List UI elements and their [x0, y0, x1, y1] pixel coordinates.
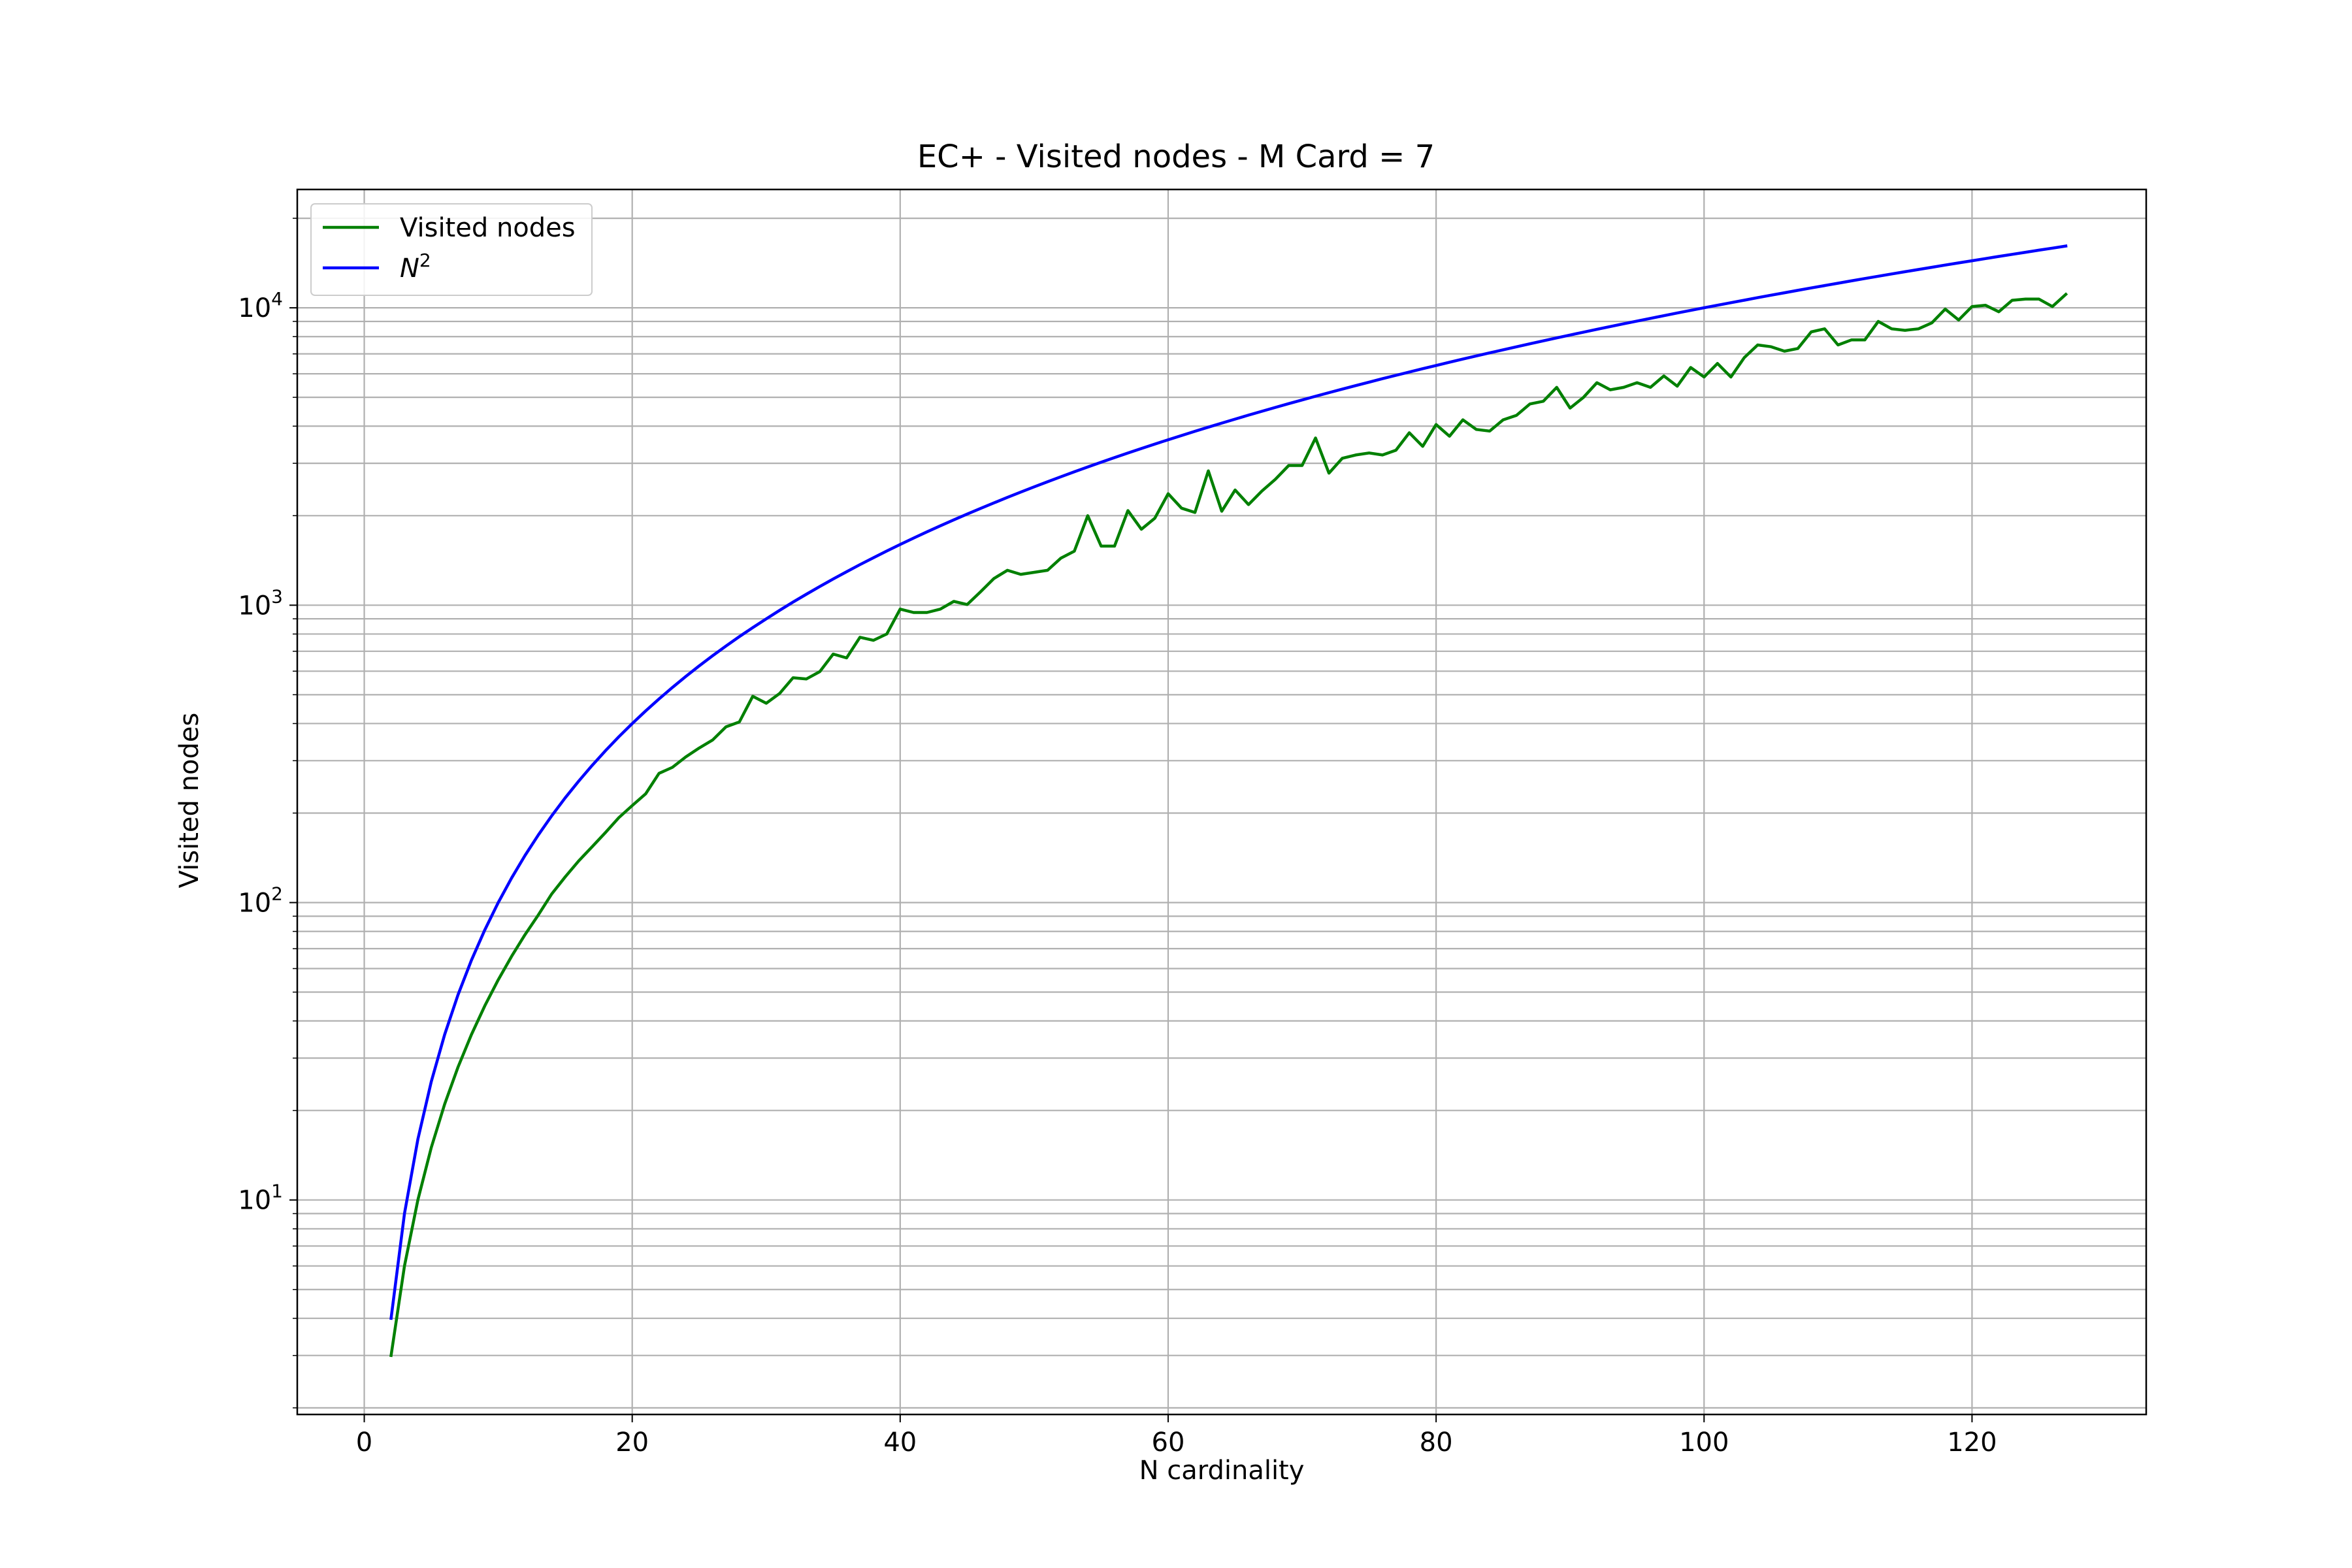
y-tick-label: 103: [238, 585, 283, 621]
series-line-visited-nodes: [389, 292, 2068, 1358]
x-tick-label: 20: [615, 1428, 649, 1458]
legend-label: Visited nodes: [400, 213, 576, 243]
x-tick-label: 80: [1420, 1428, 1453, 1458]
legend-label: N2: [400, 250, 431, 284]
x-tick-label: 100: [1679, 1428, 1729, 1458]
chart-title: EC+ - Visited nodes - M Card = 7: [917, 139, 1435, 175]
legend: Visited nodes N2: [310, 203, 593, 296]
grid-layer: [297, 189, 2146, 1414]
y-tick-label: 104: [238, 288, 283, 323]
legend-box: [310, 203, 593, 296]
series-layer: [389, 244, 2068, 1358]
tick-layer: 0 20 40 60 80 100 120 101 102 103 104: [238, 218, 1997, 1458]
x-tick-label: 120: [1947, 1428, 1997, 1458]
series-line-n-squared: [389, 244, 2068, 1320]
y-tick-label: 101: [238, 1181, 283, 1216]
y-axis-label: Visited nodes: [174, 712, 204, 889]
plot-frame: [296, 188, 2148, 1416]
x-tick-label: 40: [883, 1428, 917, 1458]
x-tick-label: 0: [356, 1428, 372, 1458]
x-tick-label: 60: [1152, 1428, 1185, 1458]
y-tick-label: 102: [238, 883, 283, 919]
x-axis-label: N cardinality: [1139, 1456, 1305, 1486]
